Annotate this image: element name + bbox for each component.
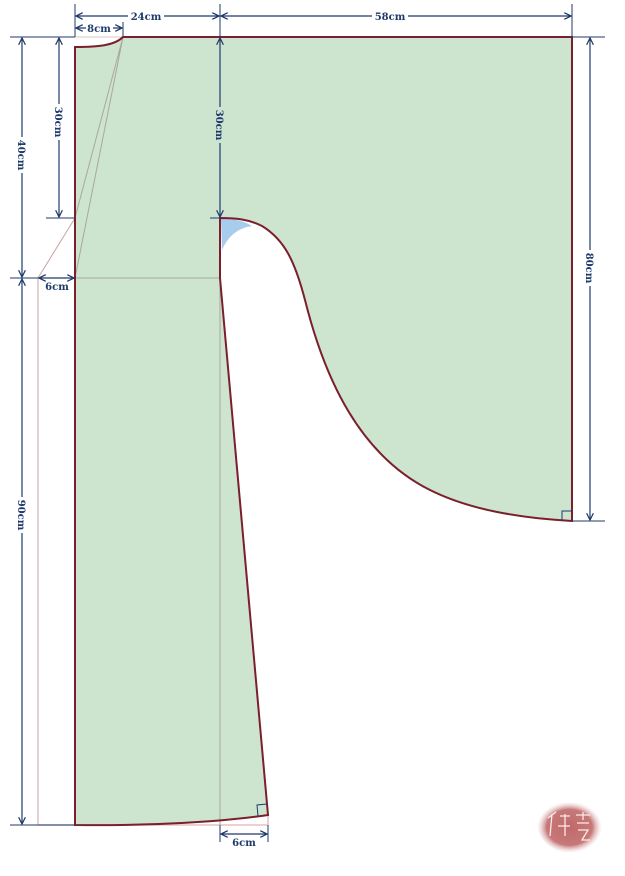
- garment-outline: [74, 36, 573, 827]
- right-angle-marker: [561, 510, 572, 521]
- construction-lines: [74, 36, 221, 825]
- dimension-label: 8cm: [87, 24, 111, 35]
- dimension-label: 6cm: [232, 838, 256, 849]
- dimension-left-inner: 30cm: [52, 38, 66, 217]
- dimension-hem-offset: 6cm: [221, 834, 267, 849]
- dimension-side-offset: 6cm: [39, 278, 74, 293]
- dimension-left-outer: 40cm: [15, 38, 29, 277]
- dimension-label: 30cm: [52, 107, 63, 138]
- dimension-label: 24cm: [131, 12, 162, 23]
- dimension-label: 6cm: [45, 282, 69, 293]
- dimension-label: 58cm: [375, 12, 406, 23]
- right-angle-marker: [256, 803, 268, 817]
- dimension-label: 40cm: [15, 140, 26, 171]
- dimension-top-left: 24cm: [76, 9, 219, 23]
- dimension-collar: 8cm: [76, 22, 122, 35]
- garment-body-panel: [75, 37, 572, 826]
- armhole-patch: [221, 218, 252, 250]
- dimension-center: 30cm: [213, 38, 227, 217]
- dimension-label: 90cm: [15, 500, 26, 531]
- dimension-label: 80cm: [583, 253, 594, 284]
- dimension-top-right: 58cm: [221, 9, 571, 23]
- extension-lines: [10, 4, 605, 842]
- dimension-sleeve: 80cm: [583, 38, 597, 520]
- dimension-lower: 90cm: [15, 279, 29, 824]
- seal-stamp: [536, 801, 602, 853]
- dimension-label: 30cm: [213, 110, 224, 141]
